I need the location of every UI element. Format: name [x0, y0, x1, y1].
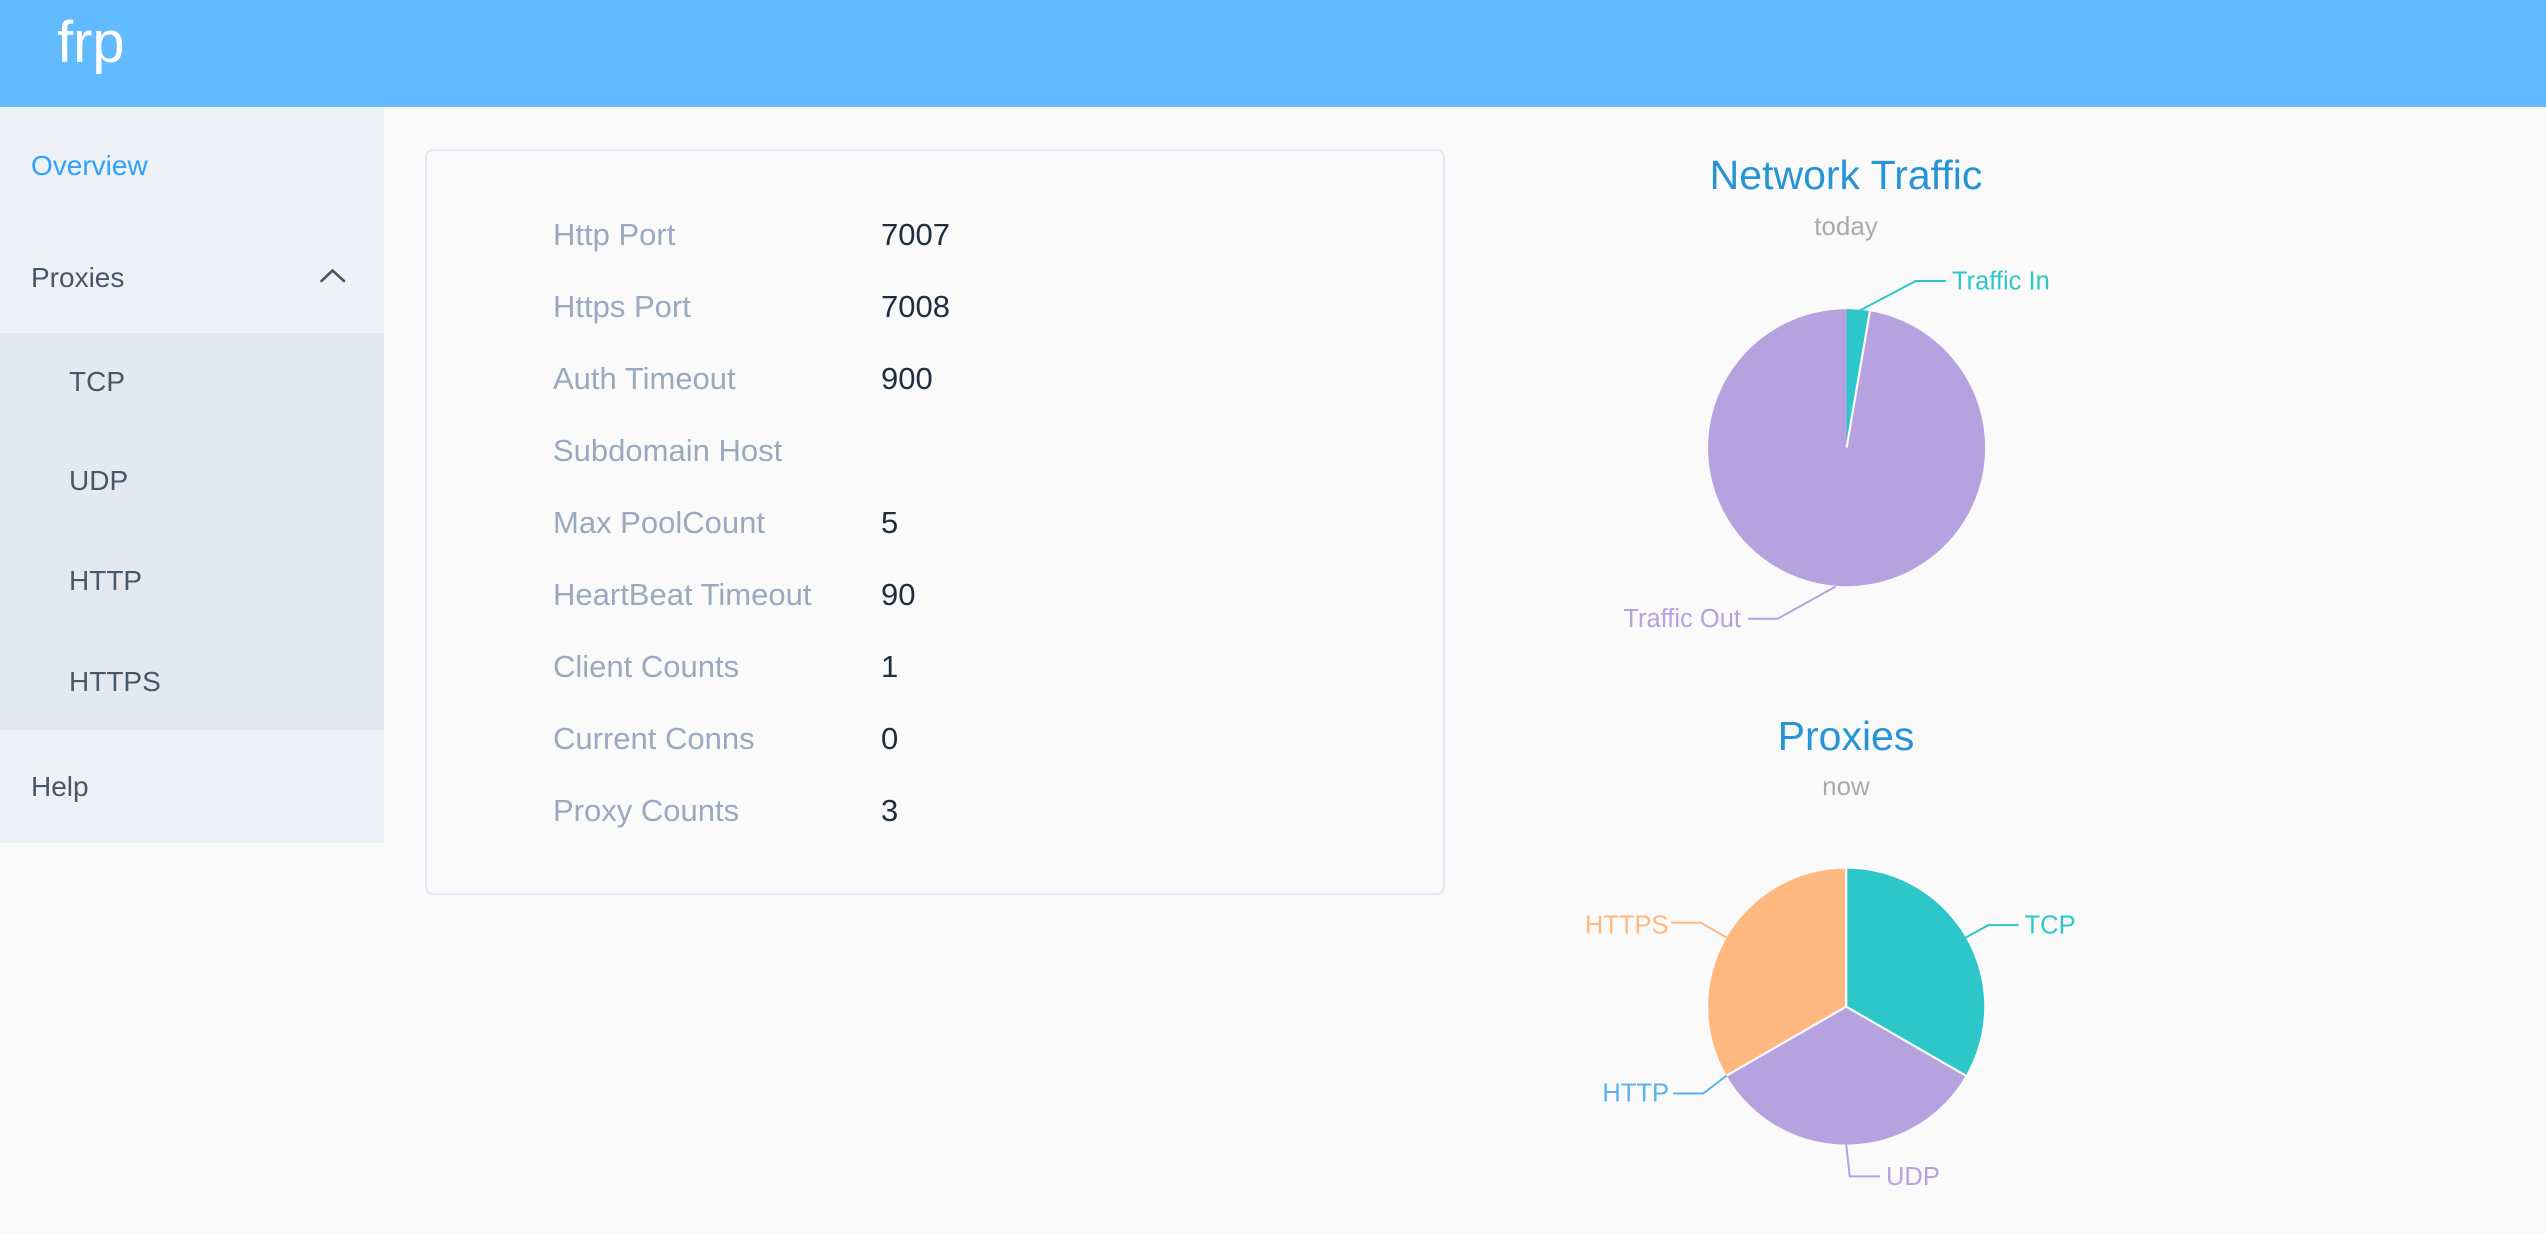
- svg-text:HTTPS: HTTPS: [1585, 912, 1669, 940]
- svg-text:Network Traffic: Network Traffic: [1710, 152, 1983, 198]
- svg-text:now: now: [1822, 771, 1870, 801]
- svg-text:HTTP: HTTP: [1602, 1080, 1669, 1108]
- svg-text:UDP: UDP: [1886, 1163, 1940, 1191]
- svg-text:Proxies: Proxies: [1778, 713, 1915, 759]
- svg-text:Traffic Out: Traffic Out: [1623, 605, 1741, 633]
- svg-text:TCP: TCP: [2025, 912, 2076, 940]
- svg-text:today: today: [1814, 211, 1878, 241]
- svg-text:Traffic In: Traffic In: [1952, 268, 2050, 296]
